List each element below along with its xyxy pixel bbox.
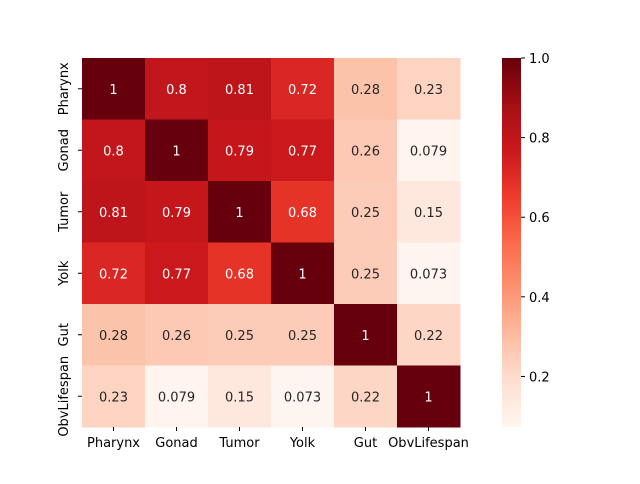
cell-value-label: 0.15 <box>414 206 443 221</box>
cell-value-label: 0.81 <box>99 206 128 221</box>
y-axis-ticks: Pharynx Gonad Tumor Yolk Gut ObvLifespan <box>57 62 82 437</box>
cell-value-label: 0.079 <box>410 144 447 159</box>
colorbar-tick-label: 0.6 <box>529 211 550 226</box>
x-tick-label: ObvLifespan <box>388 436 469 451</box>
heatmap-cell <box>397 365 461 428</box>
cell-value-label: 0.79 <box>162 206 191 221</box>
cell-value-label: 0.079 <box>158 390 195 405</box>
heatmap-cell <box>271 181 335 243</box>
heatmap-cell <box>145 119 209 182</box>
heatmap-cell <box>397 242 461 305</box>
x-tick-label: Gut <box>354 436 377 451</box>
colorbar-tick-label: 0.2 <box>529 370 550 385</box>
cell-value-label: 0.68 <box>288 206 317 221</box>
cell-value-label: 1 <box>109 83 117 98</box>
heatmap-cell <box>397 304 461 366</box>
heatmap-cell <box>334 58 398 120</box>
heatmap-cell <box>397 58 461 120</box>
cell-value-label: 1 <box>298 267 306 282</box>
cell-value-label: 0.073 <box>284 390 321 405</box>
y-tick-label: Gonad <box>57 129 72 172</box>
colorbar-tick-label: 1.0 <box>529 52 550 67</box>
heatmap-cell <box>271 304 335 366</box>
heatmap-cell <box>145 58 209 120</box>
heatmap-cells <box>82 58 461 428</box>
heatmap-cell <box>82 242 146 305</box>
heatmap-cell <box>208 58 272 120</box>
cell-value-label: 0.77 <box>288 144 317 159</box>
colorbar-tick-label: 0.8 <box>529 132 550 147</box>
cell-value-label: 0.26 <box>162 329 191 344</box>
heatmap-cell <box>334 365 398 428</box>
heatmap-cell <box>145 242 209 305</box>
y-tick-label: ObvLifespan <box>57 356 72 437</box>
heatmap-cell <box>208 365 272 428</box>
cell-annotations: 1 0.8 0.81 0.72 0.28 0.230.8 1 0.79 0.77 0.26 0.07… <box>99 83 447 406</box>
cell-value-label: 0.28 <box>99 329 128 344</box>
heatmap-cell <box>208 181 272 243</box>
x-tick-label: Gonad <box>155 436 198 451</box>
cell-value-label: 1 <box>424 390 432 405</box>
heatmap-cell <box>82 304 146 366</box>
heatmap-cell <box>208 119 272 182</box>
y-tick-label: Pharynx <box>57 62 72 115</box>
heatmap-cell <box>334 242 398 305</box>
cell-value-label: 0.72 <box>288 83 317 98</box>
cell-value-label: 0.25 <box>351 206 380 221</box>
x-tick-label: Yolk <box>289 436 316 451</box>
heatmap-cell <box>397 119 461 182</box>
x-tick-label: Pharynx <box>87 436 140 451</box>
cell-value-label: 0.25 <box>225 329 254 344</box>
colorbar-tick-label: 0.4 <box>529 291 550 306</box>
colorbar-gradient <box>502 58 521 427</box>
cell-value-label: 1 <box>172 144 180 159</box>
heatmap-cell <box>334 304 398 366</box>
colorbar: 0.2 0.4 0.6 0.8 1.0 <box>502 52 550 427</box>
heatmap-cell <box>334 119 398 182</box>
cell-value-label: 0.81 <box>225 83 254 98</box>
cell-value-label: 0.22 <box>414 329 443 344</box>
cell-value-label: 0.25 <box>288 329 317 344</box>
heatmap-cell <box>397 181 461 243</box>
y-tick-label: Tumor <box>57 191 72 233</box>
heatmap-cell <box>271 242 335 305</box>
heatmap-cell <box>208 304 272 366</box>
heatmap-cell <box>82 119 146 182</box>
heatmap-cell <box>145 365 209 428</box>
cell-value-label: 0.15 <box>225 390 254 405</box>
cell-value-label: 1 <box>361 329 369 344</box>
cell-value-label: 1 <box>235 206 243 221</box>
cell-value-label: 0.28 <box>351 83 380 98</box>
y-tick-label: Gut <box>57 323 72 346</box>
cell-value-label: 0.79 <box>225 144 254 159</box>
cell-value-label: 0.073 <box>410 267 447 282</box>
heatmap-cell <box>271 58 335 120</box>
cell-value-label: 0.23 <box>99 390 128 405</box>
cell-value-label: 0.8 <box>166 83 187 98</box>
x-tick-label: Tumor <box>218 436 260 451</box>
y-tick-label: Yolk <box>57 260 72 287</box>
cell-value-label: 0.25 <box>351 267 380 282</box>
heatmap-cell <box>145 181 209 243</box>
heatmap-cell <box>82 365 146 428</box>
cell-value-label: 0.22 <box>351 390 380 405</box>
cell-value-label: 0.8 <box>103 144 124 159</box>
heatmap-cell <box>82 181 146 243</box>
cell-value-label: 0.23 <box>414 83 443 98</box>
heatmap-cell <box>334 181 398 243</box>
heatmap-cell <box>82 58 146 120</box>
cell-value-label: 0.77 <box>162 267 191 282</box>
heatmap-cell <box>271 119 335 182</box>
x-axis-ticks: Pharynx Gonad Tumor Yolk Gut ObvLifespan <box>87 427 469 451</box>
cell-value-label: 0.72 <box>99 267 128 282</box>
heatmap-cell <box>271 365 335 428</box>
heatmap-cell <box>145 304 209 366</box>
heatmap-cell <box>208 242 272 305</box>
cell-value-label: 0.68 <box>225 267 254 282</box>
cell-value-label: 0.26 <box>351 144 380 159</box>
